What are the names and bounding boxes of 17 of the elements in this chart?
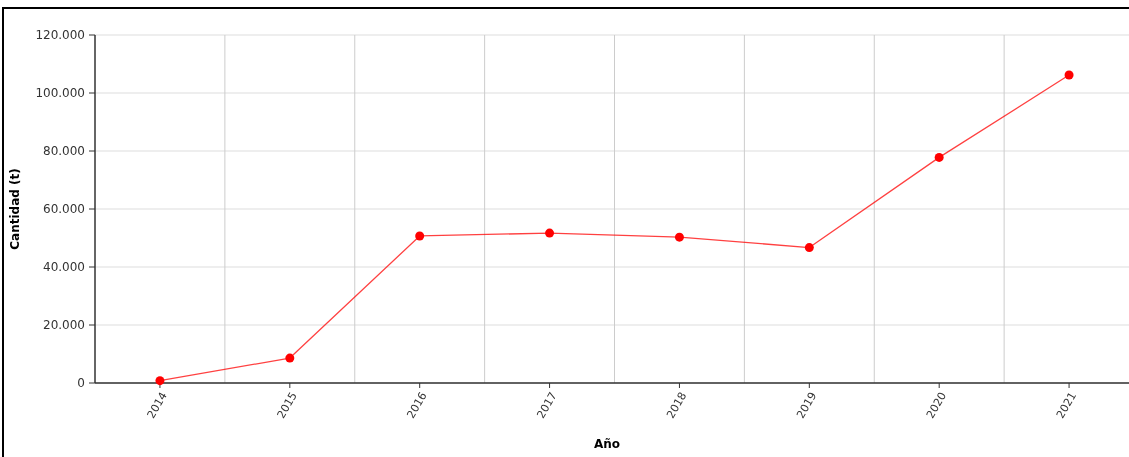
point <box>804 243 814 253</box>
point <box>1064 70 1074 80</box>
point <box>415 231 425 241</box>
y-axis-title: Cantidad (t) <box>8 168 22 250</box>
point <box>674 232 684 242</box>
y-tick-label: 60.000 <box>43 202 85 217</box>
x-axis-title: Año <box>593 437 621 451</box>
y-tick-label: 20.000 <box>43 318 85 333</box>
point <box>934 152 944 162</box>
point <box>285 353 295 363</box>
y-tick-label: 80.000 <box>43 144 85 159</box>
y-tick-label: 0 <box>77 376 85 391</box>
y-tick-label: 120.000 <box>35 28 85 43</box>
point <box>545 228 555 238</box>
y-tick-label: 40.000 <box>43 260 85 275</box>
point <box>155 376 165 386</box>
y-tick-label: 100.000 <box>35 86 85 101</box>
